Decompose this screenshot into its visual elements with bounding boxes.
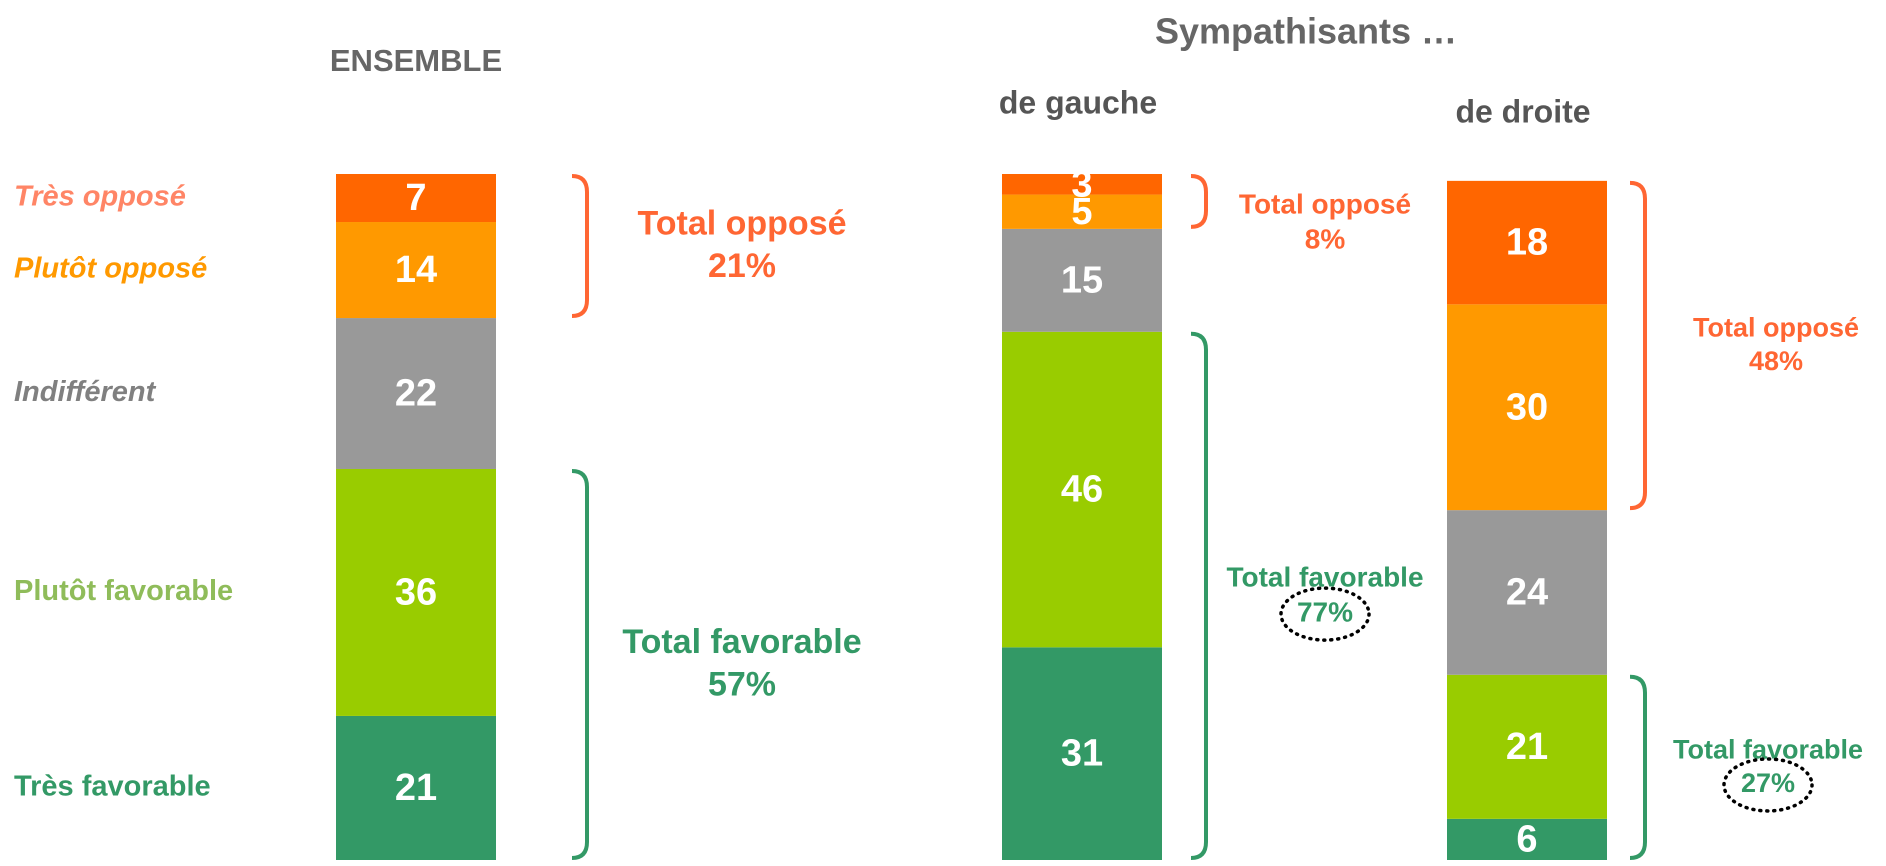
bar-segment [1002, 331, 1162, 648]
data-label: 3 [1071, 163, 1092, 205]
data-label: 18 [1506, 222, 1548, 264]
annotation-value: 21% [708, 247, 776, 285]
bar-segment [1447, 180, 1607, 305]
bar-segment [1002, 194, 1162, 229]
group-title: Sympathisants … [1155, 11, 1457, 52]
category-label: ENSEMBLE [330, 43, 502, 78]
highlight-circle [1279, 586, 1371, 642]
annotation-value: 27% [1741, 768, 1795, 798]
category-label: de droite [1455, 93, 1590, 129]
annotation-value: 77% [1297, 596, 1353, 627]
bar-segment [1447, 818, 1607, 860]
legend-label: Plutôt favorable [14, 575, 233, 607]
data-label: 21 [395, 767, 437, 809]
data-label: 31 [1061, 733, 1103, 775]
legend-label: Très opposé [14, 181, 186, 213]
data-label: 46 [1061, 469, 1103, 511]
bar-segment [1002, 228, 1162, 332]
bar-segment [1002, 174, 1162, 195]
bracket [1629, 674, 1647, 860]
bar-segment [1447, 304, 1607, 511]
bar-segment [336, 715, 496, 860]
data-label: 7 [405, 177, 426, 219]
annotation-label: Total opposé [637, 205, 846, 243]
data-label: 6 [1516, 818, 1537, 860]
legend-label: Indifférent [14, 376, 157, 408]
annotation-label: Total opposé [1693, 312, 1859, 342]
bar-segment [1447, 510, 1607, 675]
data-label: 30 [1506, 386, 1548, 428]
bracket [571, 468, 589, 860]
data-label: 24 [1506, 571, 1548, 613]
data-label: 14 [395, 249, 437, 291]
data-label: 36 [395, 571, 437, 613]
annotation-label: Total favorable [622, 623, 861, 661]
bracket [571, 174, 589, 319]
bracket [1190, 174, 1208, 229]
bar-segment [336, 222, 496, 319]
annotation-value: 48% [1749, 346, 1803, 376]
legend-label: Plutôt opposé [14, 253, 207, 285]
bracket [1629, 180, 1647, 511]
annotation-label: Total opposé [1239, 188, 1411, 219]
category-label: de gauche [999, 84, 1157, 120]
data-label: 15 [1061, 259, 1103, 301]
data-label: 22 [395, 373, 437, 415]
bar-segment [336, 174, 496, 223]
bracket [1190, 331, 1208, 860]
bar-segment [336, 318, 496, 469]
highlight-circle [1722, 757, 1814, 813]
bar-segment [1447, 674, 1607, 819]
data-label: 21 [1506, 726, 1548, 768]
bar-segment [336, 468, 496, 716]
legend-label: Très favorable [14, 771, 211, 803]
data-label: 5 [1071, 191, 1092, 233]
annotation-value: 8% [1305, 223, 1346, 254]
annotation-value: 57% [708, 666, 776, 704]
bar-segment [1002, 647, 1162, 860]
